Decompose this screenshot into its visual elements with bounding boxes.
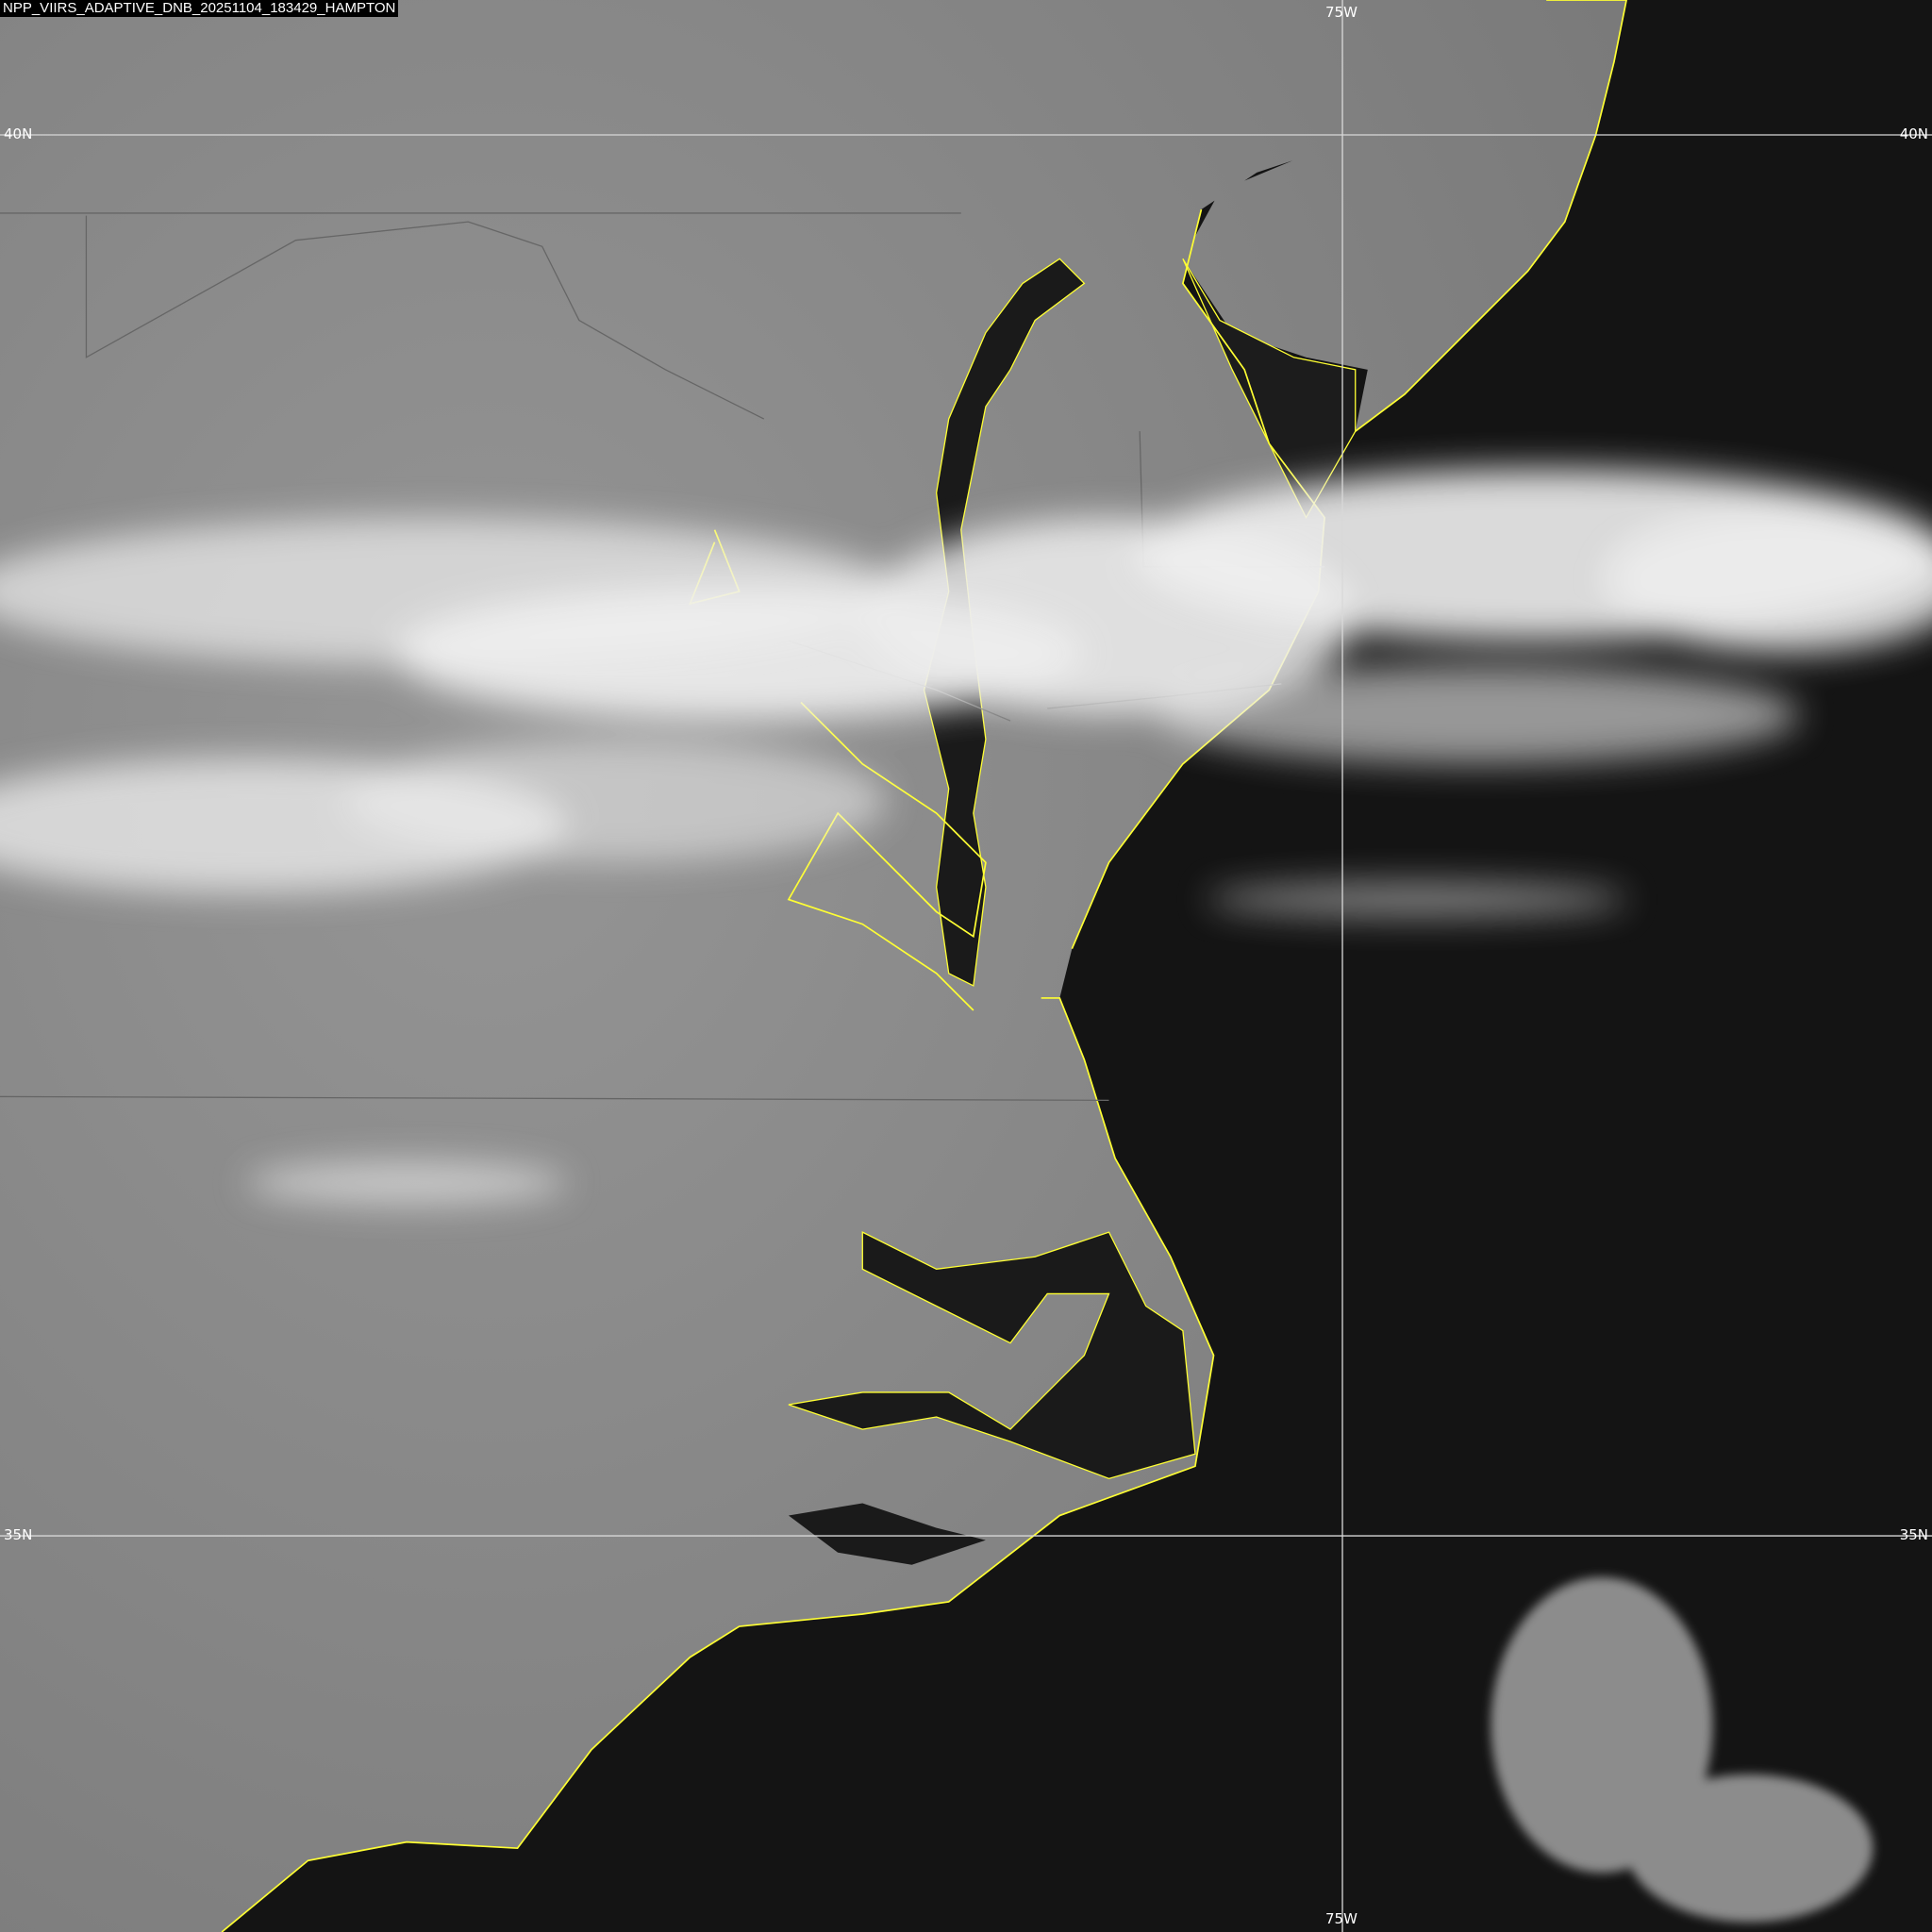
- cloud-band: [0, 468, 1932, 1206]
- lon-label-75w-top: 75W: [1325, 4, 1357, 21]
- city-lights: [1491, 1576, 1874, 1923]
- chesapeake-bay: [923, 258, 1086, 987]
- lat-label-40n-left: 40N: [4, 125, 33, 142]
- lon-label-75w-bottom: 75W: [1325, 1910, 1357, 1927]
- land-mass: [0, 0, 1627, 1932]
- lat-label-35n-right: 35N: [1899, 1526, 1928, 1543]
- lat-label-40n-right: 40N: [1899, 125, 1928, 142]
- pamlico-sound: [788, 1231, 1196, 1480]
- lat-label-35n-left: 35N: [4, 1526, 33, 1543]
- image-title: NPP_VIIRS_ADAPTIVE_DNB_20251104_183429_H…: [0, 0, 399, 17]
- albemarle-sound: [788, 1503, 986, 1565]
